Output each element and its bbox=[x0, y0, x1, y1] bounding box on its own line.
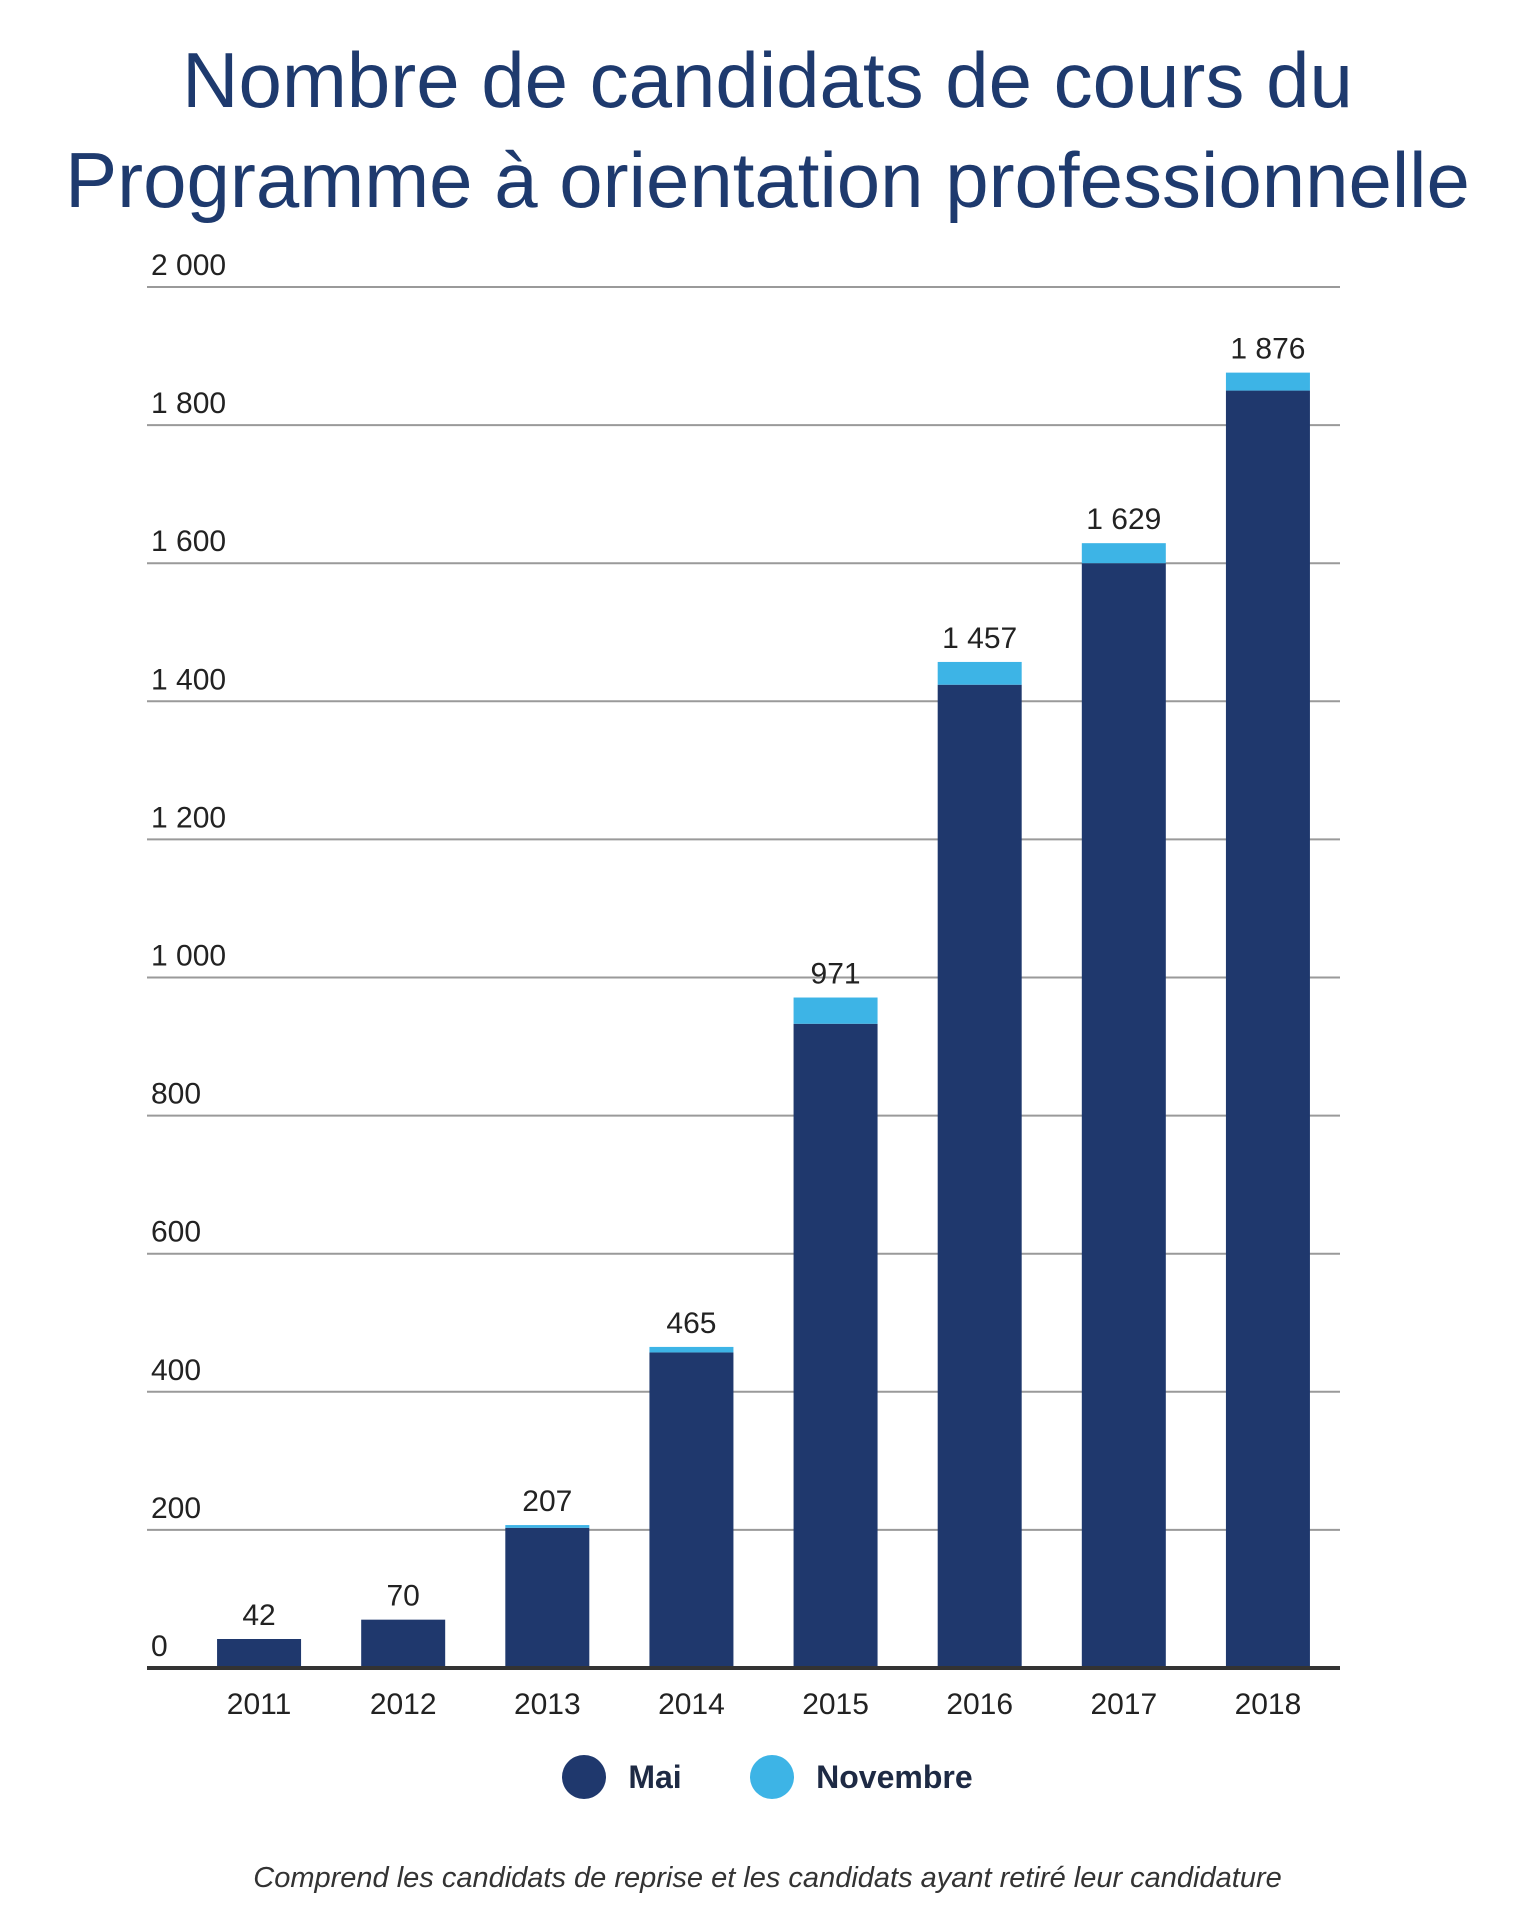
value-label-2011: 42 bbox=[242, 1599, 275, 1632]
y-tick-label: 2 000 bbox=[151, 249, 226, 282]
value-label-2017: 1 629 bbox=[1086, 503, 1161, 536]
bar-novembre-2013 bbox=[505, 1525, 590, 1528]
chart-title-line-1: Nombre de candidats de cours du bbox=[182, 36, 1353, 124]
value-label-2012: 70 bbox=[387, 1580, 420, 1613]
bar-novembre-2018 bbox=[1225, 372, 1310, 391]
bar-chart: 0 200 400 600 800 1 000 1 200 1 400 1 600 1 800 2 … bbox=[147, 249, 1340, 1721]
x-axis-ticks: 2011 2012 2013 2014 2015 2016 2017 2018 bbox=[227, 1688, 1302, 1721]
y-tick-label: 600 bbox=[151, 1216, 201, 1249]
bar-mai-2012 bbox=[361, 1619, 446, 1668]
chart-title-line-2: Programme à orientation professionnelle bbox=[65, 136, 1470, 224]
y-tick-label: 200 bbox=[151, 1492, 201, 1525]
x-tick-label-2015: 2015 bbox=[802, 1688, 869, 1721]
value-labels: 42 70 207 465 971 1 457 1 629 1 876 bbox=[242, 333, 1305, 1632]
y-tick-label: 400 bbox=[151, 1354, 201, 1387]
value-label-2013: 207 bbox=[522, 1485, 572, 1518]
x-tick-label-2016: 2016 bbox=[946, 1688, 1013, 1721]
value-label-2015: 971 bbox=[811, 958, 861, 991]
y-tick-label: 1 400 bbox=[151, 663, 226, 696]
y-tick-label: 0 bbox=[151, 1630, 168, 1663]
x-tick-label-2014: 2014 bbox=[658, 1688, 725, 1721]
x-tick-label-2018: 2018 bbox=[1235, 1688, 1302, 1721]
chart-title: Nombre de candidats de cours du Programm… bbox=[0, 30, 1535, 230]
x-tick-label-2013: 2013 bbox=[514, 1688, 581, 1721]
x-tick-label-2017: 2017 bbox=[1090, 1688, 1157, 1721]
bar-novembre-2014 bbox=[649, 1346, 734, 1353]
bar-novembre-2017 bbox=[1081, 543, 1166, 564]
bars bbox=[217, 372, 1310, 1669]
bar-mai-2015 bbox=[793, 1023, 878, 1668]
value-label-2018: 1 876 bbox=[1230, 333, 1305, 366]
legend-label-mai: Mai bbox=[628, 1758, 682, 1795]
value-label-2014: 465 bbox=[666, 1307, 716, 1340]
bar-mai-2017 bbox=[1081, 563, 1166, 1669]
legend-label-novembre: Novembre bbox=[816, 1758, 973, 1795]
y-tick-label: 1 600 bbox=[151, 525, 226, 558]
value-label-2016: 1 457 bbox=[942, 622, 1017, 655]
y-tick-label: 1 200 bbox=[151, 801, 226, 834]
x-tick-label-2012: 2012 bbox=[370, 1688, 437, 1721]
footnote: Comprend les candidats de reprise et les… bbox=[253, 1862, 1282, 1894]
y-axis-ticks: 0 200 400 600 800 1 000 1 200 1 400 1 600 1 800 2 … bbox=[151, 249, 226, 1663]
legend-item-mai: Mai bbox=[562, 1755, 682, 1799]
bar-novembre-2016 bbox=[937, 661, 1022, 685]
y-tick-label: 1 000 bbox=[151, 940, 226, 973]
y-tick-label: 800 bbox=[151, 1078, 201, 1111]
x-tick-label-2011: 2011 bbox=[227, 1688, 292, 1721]
bar-mai-2014 bbox=[649, 1352, 734, 1668]
bar-mai-2018 bbox=[1225, 390, 1310, 1669]
legend-item-novembre: Novembre bbox=[750, 1755, 973, 1799]
bar-novembre-2015 bbox=[793, 997, 878, 1024]
bar-mai-2013 bbox=[505, 1527, 590, 1668]
bar-mai-2016 bbox=[937, 684, 1022, 1668]
y-tick-label: 1 800 bbox=[151, 387, 226, 420]
legend: Mai Novembre bbox=[0, 1755, 1535, 1804]
legend-swatch-novembre bbox=[750, 1755, 795, 1799]
legend-swatch-mai bbox=[562, 1755, 607, 1799]
bar-mai-2011 bbox=[217, 1638, 302, 1668]
